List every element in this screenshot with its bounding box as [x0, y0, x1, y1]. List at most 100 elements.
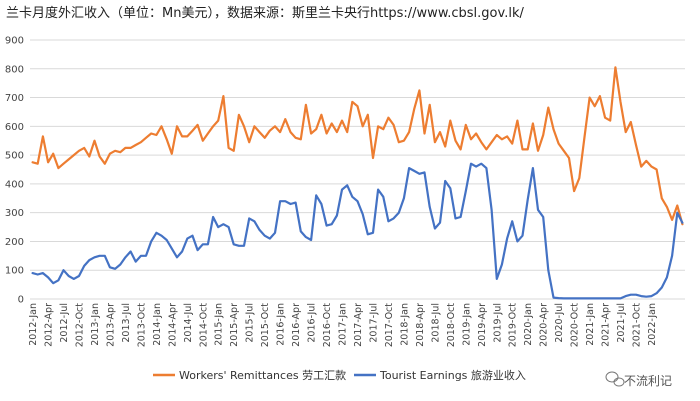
data-point	[289, 203, 292, 206]
data-point	[449, 187, 452, 190]
y-tick-label: 700	[5, 93, 24, 104]
data-point	[501, 263, 504, 266]
series-lines	[31, 66, 684, 300]
data-point	[660, 197, 663, 200]
data-point	[294, 201, 297, 204]
y-tick-label: 800	[5, 64, 24, 75]
data-point	[227, 226, 230, 229]
data-point	[377, 125, 380, 128]
data-point	[526, 148, 529, 151]
data-point	[31, 272, 34, 275]
data-point	[305, 103, 308, 106]
data-point	[160, 125, 163, 128]
data-point	[160, 234, 163, 237]
data-point	[186, 237, 189, 240]
data-point	[609, 119, 612, 122]
data-point	[31, 161, 34, 164]
data-point	[150, 132, 153, 135]
data-point	[103, 254, 106, 257]
data-point	[248, 217, 251, 220]
data-point	[119, 151, 122, 154]
data-point	[382, 195, 385, 198]
data-point	[124, 256, 127, 259]
legend: Workers' Remittances 劳工汇款 Tourist Earning…	[153, 368, 526, 382]
data-point	[274, 231, 277, 234]
data-point	[98, 254, 101, 257]
data-point	[495, 278, 498, 281]
data-point	[222, 95, 225, 98]
data-point	[676, 204, 679, 207]
data-point	[408, 167, 411, 170]
data-point	[635, 144, 638, 147]
data-point	[134, 260, 137, 263]
x-tick-label: 2016-Oct	[322, 303, 333, 348]
data-point	[155, 231, 158, 234]
data-point	[47, 161, 50, 164]
data-point	[320, 203, 323, 206]
legend-label: Tourist Earnings 旅游业收入	[379, 368, 526, 382]
x-tick-label: 2016-Jul	[307, 303, 318, 343]
data-point	[619, 101, 622, 104]
data-point	[170, 247, 173, 250]
data-point	[124, 147, 127, 150]
data-point	[67, 275, 70, 278]
data-point	[578, 297, 581, 300]
data-point	[464, 190, 467, 193]
data-point	[268, 129, 271, 132]
data-point	[253, 125, 256, 128]
data-point	[599, 95, 602, 98]
data-point	[263, 136, 266, 139]
data-point	[506, 237, 509, 240]
data-point	[72, 278, 75, 281]
data-point	[537, 149, 540, 152]
x-tick-label: 2015-Apr	[229, 303, 240, 347]
data-point	[330, 122, 333, 125]
x-tick-label: 2014-Apr	[167, 303, 178, 347]
data-point	[490, 208, 493, 211]
data-point	[552, 128, 555, 131]
data-point	[134, 144, 137, 147]
x-tick-label: 2012-Apr	[44, 303, 55, 347]
data-point	[671, 219, 674, 222]
data-point	[557, 297, 560, 300]
x-tick-label: 2012-Oct	[74, 303, 85, 348]
data-point	[119, 263, 122, 266]
x-tick-label: 2020-Oct	[570, 303, 581, 348]
x-tick-label: 2012-Jan	[28, 303, 39, 346]
data-point	[480, 141, 483, 144]
data-point	[238, 244, 241, 247]
data-point	[155, 134, 158, 137]
data-point	[201, 243, 204, 246]
data-point	[485, 148, 488, 151]
data-point	[578, 177, 581, 180]
data-point	[336, 214, 339, 217]
data-point	[604, 297, 607, 300]
data-point	[294, 136, 297, 139]
data-point	[526, 198, 529, 201]
data-point	[666, 206, 669, 209]
x-tick-label: 2013-Apr	[105, 303, 116, 347]
data-point	[573, 190, 576, 193]
data-point	[454, 217, 457, 220]
x-tick-label: 2019-Jul	[492, 303, 503, 343]
x-tick-label: 2016-Jan	[276, 303, 287, 346]
y-tick-label: 600	[5, 122, 24, 133]
data-point	[444, 180, 447, 183]
data-point	[464, 124, 467, 127]
data-point	[650, 295, 653, 298]
data-point	[640, 165, 643, 168]
data-point	[418, 172, 421, 175]
data-point	[52, 282, 55, 285]
data-point	[459, 148, 462, 151]
data-point	[315, 194, 318, 197]
data-point	[201, 139, 204, 142]
x-tick-label: 2019-Apr	[477, 303, 488, 347]
x-tick-label: 2017-Apr	[353, 303, 364, 347]
x-tick-label: 2014-Oct	[198, 303, 209, 348]
x-axis: 2012-Jan 2012-Apr 2012-Jul 2012-Oct 2013-Jan…	[28, 303, 658, 348]
data-point	[423, 132, 426, 135]
data-point	[532, 122, 535, 125]
data-point	[511, 142, 514, 145]
data-point	[114, 267, 117, 270]
data-point	[67, 158, 70, 161]
